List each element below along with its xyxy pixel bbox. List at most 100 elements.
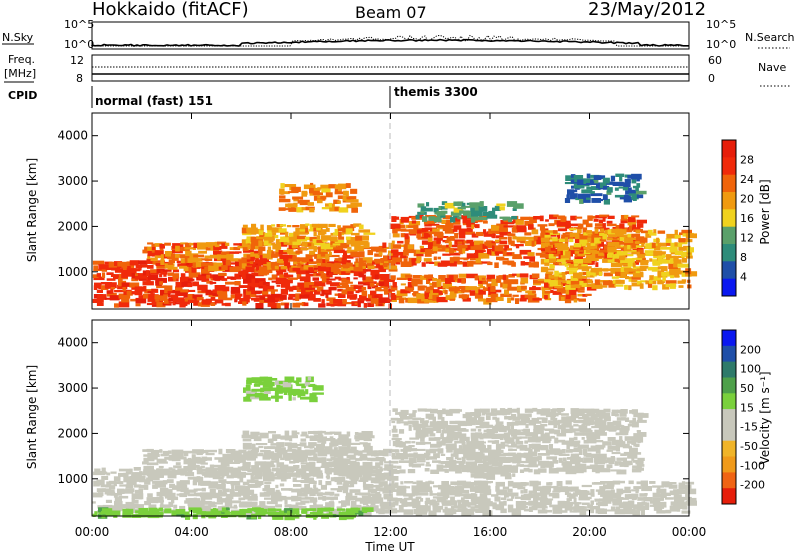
data-cell-3 — [561, 413, 569, 416]
data-cell-4 — [556, 481, 563, 487]
data-cell-3 — [461, 441, 466, 446]
data-cell-3 — [531, 417, 540, 423]
data-cell-6 — [587, 258, 599, 261]
data-cell-4 — [520, 497, 531, 501]
data-cell-0 — [333, 497, 338, 500]
data-cell-6 — [539, 253, 548, 258]
data-cell-1 — [358, 262, 366, 269]
data-cell-0 — [255, 295, 261, 298]
data-cell-6 — [619, 241, 625, 245]
data-cell-2 — [291, 435, 298, 439]
data-cell-4 — [590, 215, 597, 219]
data-cell-2 — [304, 445, 315, 449]
data-cell-6 — [654, 245, 661, 251]
data-cell-3 — [573, 436, 578, 440]
data-cell-0 — [96, 488, 106, 492]
data-cell-4 — [595, 262, 599, 267]
data-cell-3 — [612, 420, 622, 426]
data-cell-2 — [317, 438, 327, 443]
data-cell-6 — [554, 284, 563, 289]
data-cell-8 — [296, 377, 302, 383]
data-cell-1 — [191, 266, 196, 273]
nsearch-label: N.Search — [745, 31, 795, 44]
data-cell-4 — [403, 250, 409, 256]
data-cell-0 — [230, 492, 242, 497]
data-cell-6 — [544, 279, 551, 283]
data-cell-3 — [350, 188, 358, 194]
x-tick-label: 00:00 — [672, 525, 707, 539]
data-cell-4 — [570, 249, 579, 254]
data-cell-4 — [413, 509, 418, 515]
data-cell-6 — [604, 229, 610, 234]
data-cell-0 — [307, 477, 314, 484]
data-cell-4 — [419, 509, 428, 515]
data-cell-2 — [358, 224, 364, 229]
data-cell-6 — [593, 267, 603, 273]
data-cell-0 — [304, 276, 311, 282]
data-cell-0 — [291, 495, 299, 502]
data-cell-6 — [591, 237, 597, 243]
data-cell-3 — [635, 444, 640, 447]
data-cell-6 — [557, 246, 570, 251]
data-cell-8 — [307, 376, 312, 381]
data-cell-2 — [363, 232, 376, 235]
data-cell-4 — [495, 239, 502, 243]
data-cell-3 — [552, 408, 562, 412]
data-cell-0 — [230, 472, 239, 478]
data-cell-1 — [142, 461, 148, 465]
data-cell-1 — [308, 246, 318, 250]
data-cell-3 — [531, 457, 542, 461]
data-cell-4 — [633, 486, 642, 490]
data-cell-7 — [242, 508, 252, 514]
data-cell-6 — [681, 238, 690, 242]
data-cell-4 — [606, 223, 617, 227]
colorbar-swatch — [722, 393, 736, 410]
data-cell-3 — [635, 467, 644, 471]
data-cell-0 — [313, 501, 317, 505]
data-cell-1 — [147, 242, 154, 245]
data-cell-3 — [583, 417, 595, 424]
data-cell-4 — [536, 502, 547, 508]
data-cell-6 — [541, 237, 550, 243]
data-cell-0 — [205, 289, 212, 296]
data-cell-4 — [582, 509, 595, 512]
data-cell-4 — [537, 481, 541, 486]
data-cell-0 — [96, 289, 103, 293]
data-cell-5 — [478, 278, 487, 284]
cpid-label: CPID — [8, 89, 37, 102]
data-cell-2 — [313, 447, 325, 452]
data-cell-4 — [494, 496, 501, 502]
data-cell-2 — [278, 450, 284, 454]
data-cell-1 — [238, 259, 243, 262]
data-cell-0 — [126, 272, 136, 277]
data-cell-3 — [328, 184, 336, 189]
data-cell-4 — [396, 489, 407, 496]
data-cell-6 — [649, 258, 653, 262]
data-cell-0 — [293, 484, 302, 487]
data-cell-5 — [512, 473, 516, 477]
data-cell-0 — [337, 301, 347, 307]
data-cell-3 — [507, 441, 515, 444]
data-cell-4 — [482, 510, 493, 516]
data-cell-0 — [312, 497, 318, 503]
data-cell-0 — [110, 287, 115, 290]
data-cell-5 — [488, 290, 497, 295]
nsky-tick-bottom: 10^0 — [64, 38, 94, 51]
data-cell-7 — [342, 511, 353, 517]
data-cell-4 — [416, 252, 424, 257]
data-cell-4 — [631, 493, 639, 498]
data-cell-3 — [632, 465, 642, 469]
data-cell-0 — [208, 485, 217, 489]
data-cell-3 — [540, 433, 550, 438]
colorbar-tick-label: 28 — [740, 154, 754, 167]
data-cell-4 — [644, 502, 650, 508]
data-cell-4 — [685, 488, 697, 495]
data-cell-4 — [602, 481, 606, 485]
data-cell-5 — [407, 277, 413, 282]
data-cell-4 — [495, 504, 502, 511]
data-cell-8 — [251, 391, 257, 394]
data-cell-0 — [193, 497, 197, 504]
data-cell-4 — [438, 249, 446, 252]
data-cell-6 — [652, 259, 663, 265]
data-cell-4 — [459, 232, 466, 239]
